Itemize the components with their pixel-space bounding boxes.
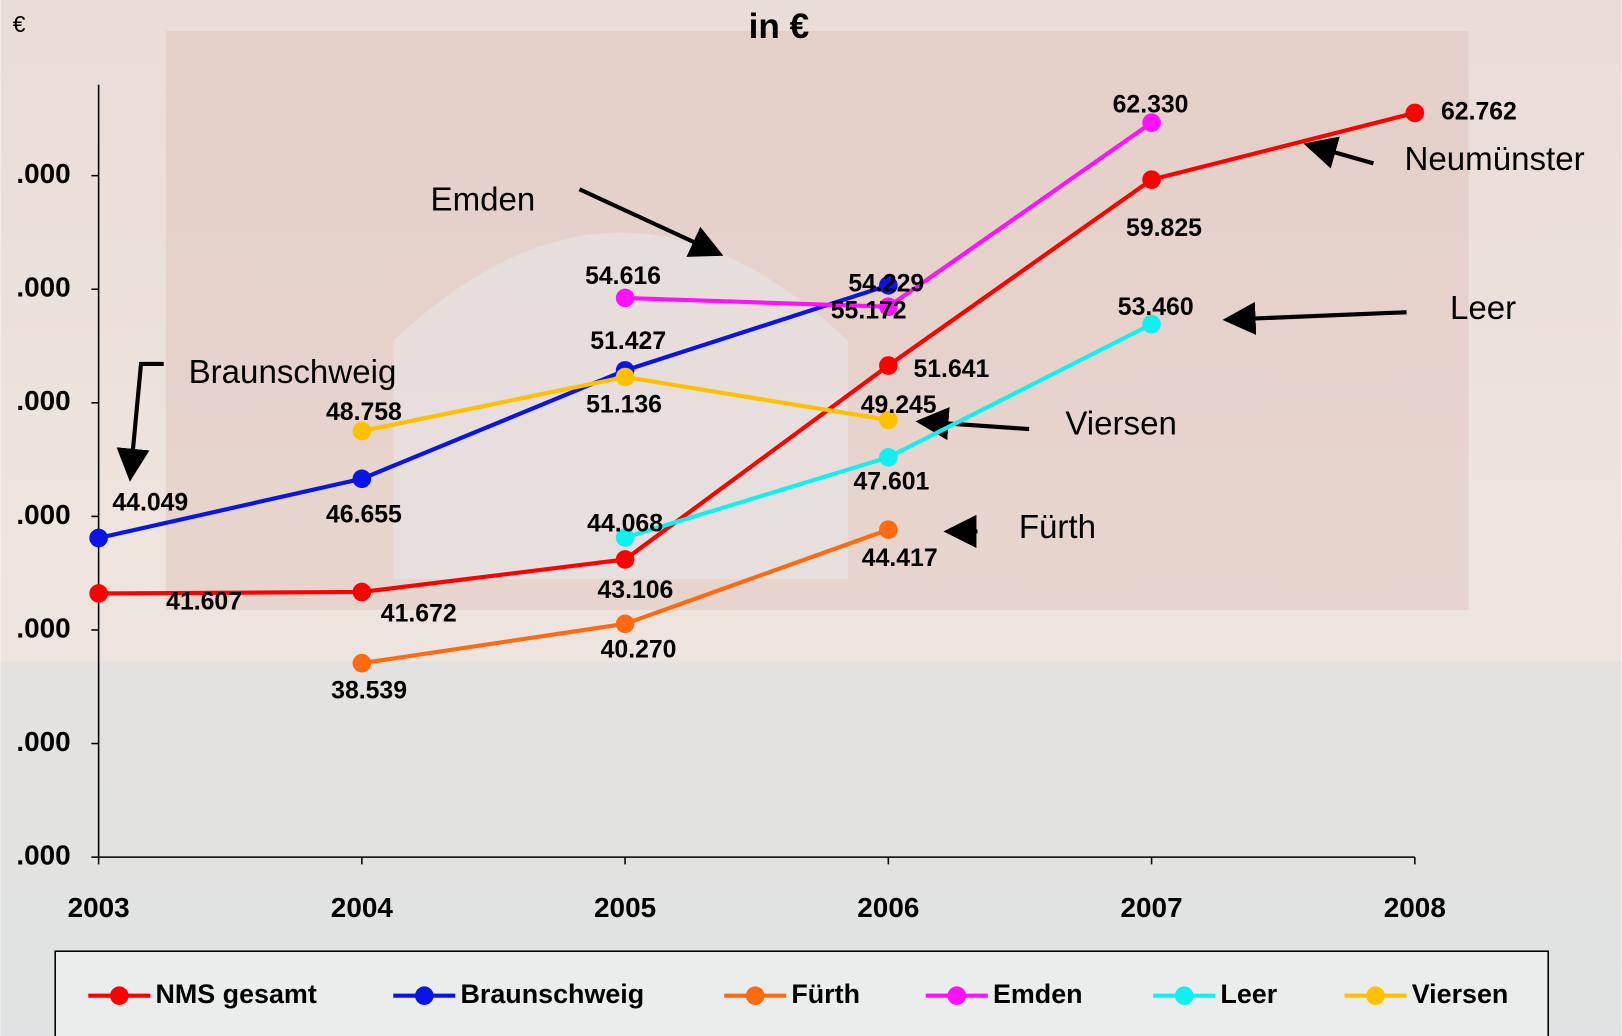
annotation: Fürth	[1019, 509, 1096, 546]
y-tick-label: .000	[16, 499, 70, 530]
data-point	[615, 288, 635, 308]
chart-title: in €	[749, 7, 810, 46]
legend-marker	[745, 986, 765, 1005]
data-point	[352, 469, 372, 489]
data-label: 44.049	[112, 489, 188, 516]
series-line	[98, 283, 889, 541]
data-label: 48.758	[326, 399, 402, 426]
x-tick-label: 2004	[331, 892, 394, 923]
annotation: Braunschweig	[189, 354, 397, 391]
data-point	[879, 520, 898, 539]
y-tick-label: .000	[16, 726, 70, 757]
data-label: 62.330	[1113, 92, 1189, 119]
data-point	[352, 421, 372, 441]
legend	[54, 950, 1549, 1036]
background-street	[0, 661, 1622, 1036]
annotation-arrow	[1222, 301, 1407, 335]
y-axis-label: €	[13, 11, 26, 37]
data-point	[352, 582, 372, 602]
data-label: 54.229	[848, 271, 924, 298]
x-tick-label: 2006	[857, 892, 919, 923]
data-label: 40.270	[601, 636, 677, 663]
data-label: 38.539	[331, 678, 407, 705]
data-point	[879, 276, 898, 295]
data-label: 41.607	[166, 588, 242, 615]
legend-marker	[109, 986, 129, 1005]
data-point	[879, 410, 898, 430]
data-point	[615, 614, 635, 634]
data-label: 41.672	[381, 600, 457, 627]
data-label: 46.655	[326, 502, 402, 529]
data-label: 44.417	[862, 545, 938, 572]
x-tick-label: 2003	[68, 892, 130, 923]
y-tick-label: .000	[16, 840, 70, 871]
data-label: 54.616	[585, 263, 661, 290]
data-label: 53.460	[1118, 294, 1194, 321]
data-point	[1142, 314, 1161, 334]
data-label: 51.427	[590, 328, 666, 355]
legend-marker	[947, 986, 967, 1005]
data-point	[879, 356, 898, 375]
data-point	[615, 367, 635, 387]
data-point	[879, 297, 898, 317]
legend-marker	[1366, 986, 1385, 1005]
data-point	[1142, 170, 1161, 189]
data-label: 62.762	[1441, 98, 1517, 125]
data-label: 44.068	[587, 511, 663, 538]
data-point	[879, 447, 898, 467]
data-label: 51.136	[586, 391, 662, 418]
annotation-arrow	[116, 361, 164, 482]
data-point	[1142, 113, 1161, 133]
y-tick-label: .000	[16, 272, 70, 303]
legend-label: NMS gesamt	[155, 979, 316, 1009]
y-tick-label: .000	[16, 385, 70, 416]
data-label: 47.601	[854, 469, 930, 496]
y-tick-label: .000	[16, 158, 70, 189]
legend-label: Braunschweig	[460, 979, 644, 1009]
x-tick-label: 2008	[1384, 892, 1446, 923]
annotation-arrow	[915, 407, 1030, 441]
annotation: Viersen	[1065, 406, 1177, 443]
legend-label: Emden	[993, 979, 1083, 1009]
data-point	[89, 584, 108, 603]
legend-label: Fürth	[791, 979, 860, 1009]
data-point	[352, 653, 372, 673]
data-point	[615, 528, 635, 547]
data-label: 55.172	[831, 298, 907, 325]
data-label: 43.106	[598, 577, 674, 604]
data-label: 59.825	[1126, 215, 1202, 242]
annotations: Emden Neumünster Leer Braunschweig Viers…	[116, 136, 1585, 548]
legend-label: Viersen	[1412, 979, 1509, 1009]
legend-marker	[1174, 986, 1194, 1005]
data-point	[89, 528, 108, 548]
data-point	[1405, 103, 1425, 123]
annotation: Neumünster	[1404, 141, 1584, 178]
x-tick-label: 2007	[1121, 892, 1183, 923]
background-arch	[393, 232, 849, 580]
y-tick-label: .000	[16, 612, 70, 643]
data-point	[615, 550, 635, 569]
annotation-arrow	[1303, 136, 1375, 169]
annotation: Leer	[1450, 290, 1516, 327]
data-label: 49.245	[861, 392, 937, 419]
x-tick-label: 2005	[594, 892, 656, 923]
series-line	[98, 110, 1416, 596]
annotation-arrow	[578, 187, 724, 257]
data-label: 51.641	[913, 356, 989, 383]
annotation: Emden	[431, 181, 536, 218]
legend-marker	[415, 986, 434, 1005]
legend-label: Leer	[1220, 979, 1277, 1009]
